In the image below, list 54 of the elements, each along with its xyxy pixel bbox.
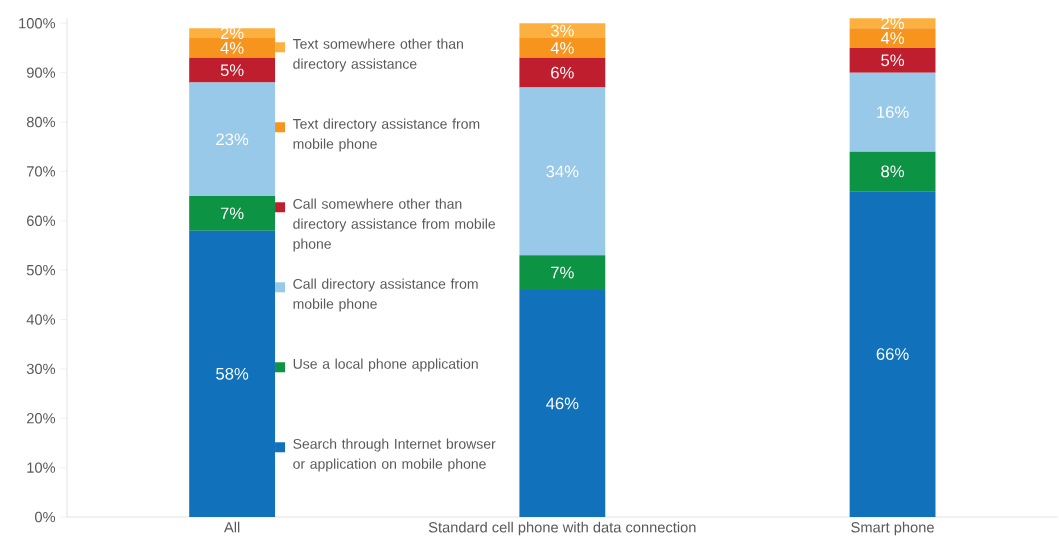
y-tick-label: 70%	[27, 166, 56, 177]
data-label: 7%	[551, 266, 574, 279]
legend-label: Call somewhere other than directory assistance from mobile phone	[293, 198, 496, 252]
bar	[189, 57, 276, 83]
bar	[519, 23, 606, 39]
x-tick-label: Standard cell phone with data connection	[428, 521, 696, 536]
data-label: 66%	[876, 348, 909, 360]
data-label: 3%	[550, 24, 574, 37]
legend-label: Search through Internet browser or application on mobile phone	[293, 438, 496, 472]
legend-label: Text somewhere other than directory assistance	[292, 38, 463, 72]
data-label: 16%	[877, 106, 909, 119]
y-tick-label: 100%	[19, 18, 56, 29]
bar	[519, 38, 606, 58]
y-tick-label: 80%	[26, 116, 56, 128]
y-tick-label: 40%	[26, 314, 56, 325]
data-label: 34%	[546, 165, 579, 178]
bar	[849, 18, 936, 29]
y-tick-label: 20%	[27, 413, 56, 424]
data-label: 5%	[220, 64, 244, 77]
bar	[849, 191, 936, 517]
bar	[519, 255, 606, 290]
bar	[849, 47, 936, 73]
data-label: 7%	[220, 207, 244, 220]
x-tick-label: All	[223, 521, 240, 533]
legend-label: Use a local phone application	[293, 358, 478, 372]
data-label: 5%	[881, 54, 905, 67]
bar	[519, 289, 606, 517]
bar	[189, 82, 276, 197]
bar	[519, 57, 606, 88]
y-tick-label: 0%	[34, 511, 56, 523]
x-tick-label: Smart phone	[851, 521, 934, 536]
y-tick-label: 90%	[26, 67, 56, 78]
data-label: 6%	[551, 66, 574, 79]
bar	[849, 72, 936, 152]
data-label: 58%	[216, 367, 249, 380]
bar	[849, 151, 936, 192]
legend-label: Call directory assistance from mobile phone	[293, 278, 478, 312]
y-tick-label: 30%	[26, 363, 56, 375]
data-label: 8%	[881, 165, 905, 178]
y-tick-label: 10%	[27, 462, 56, 473]
bar	[849, 28, 936, 48]
y-tick-label: 50%	[26, 264, 56, 276]
legend-label: Text directory assistance from mobile phone	[292, 118, 480, 152]
data-label: 2%	[881, 17, 905, 30]
bar	[189, 28, 276, 39]
bar	[189, 196, 276, 231]
data-label: 4%	[220, 42, 244, 54]
bar	[189, 38, 276, 58]
data-label: 46%	[546, 397, 579, 410]
data-label: 4%	[550, 42, 574, 54]
bar	[519, 87, 606, 256]
data-label: 4%	[880, 32, 905, 44]
y-tick-label: 60%	[27, 215, 56, 226]
data-label: 23%	[216, 133, 249, 146]
